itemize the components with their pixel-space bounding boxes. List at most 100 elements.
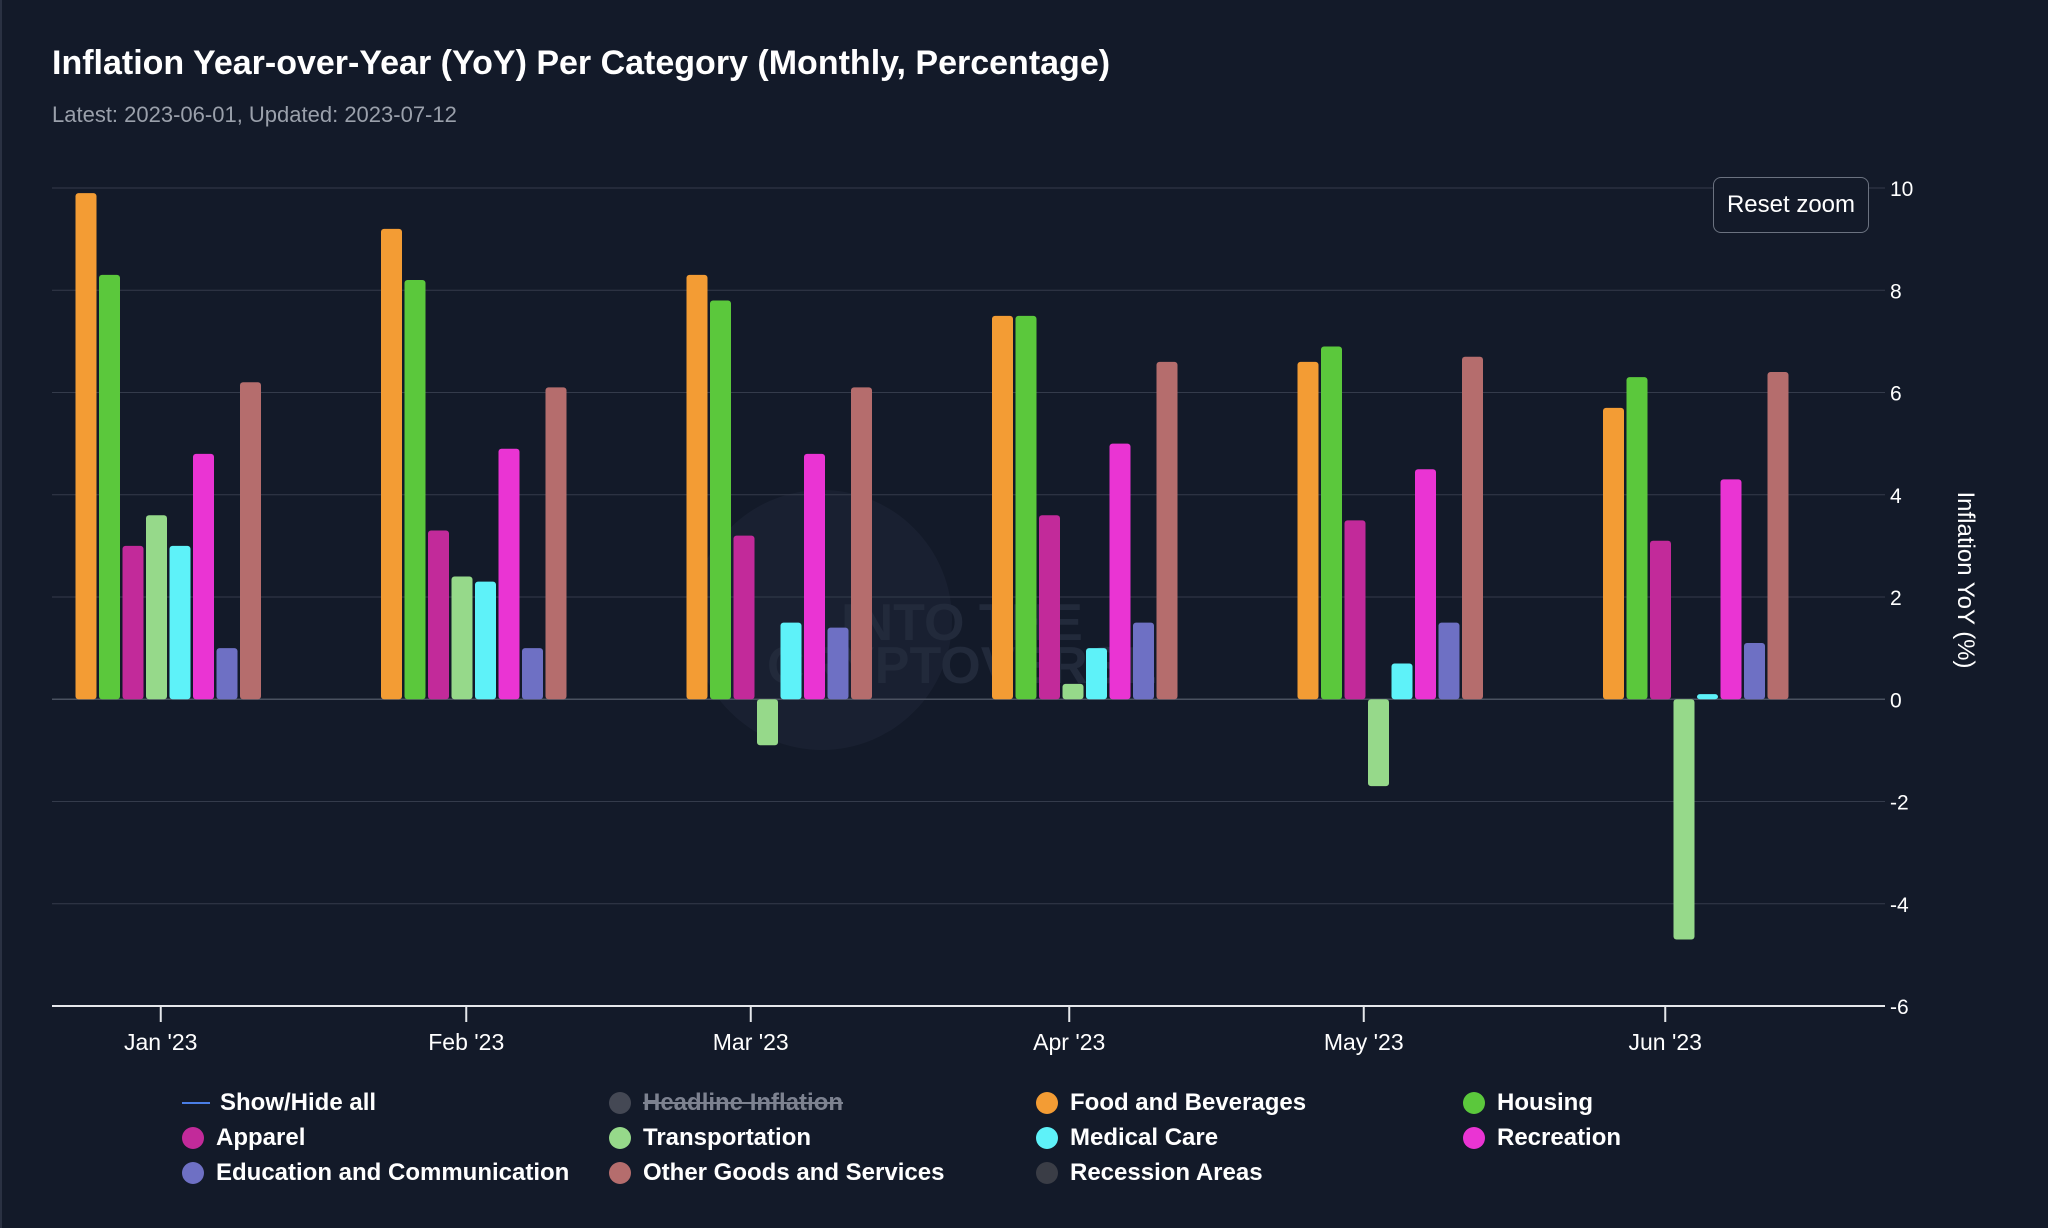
bar[interactable]: Education and Communication — Mar '23: 1…	[827, 627, 849, 700]
legend-dot-icon	[1463, 1127, 1485, 1149]
y-tick-label: -2	[1890, 792, 1909, 815]
legend-label: Education and Communication	[216, 1159, 570, 1186]
x-tick-label: Feb '23	[428, 1029, 504, 1055]
legend-label: Apparel	[216, 1124, 306, 1151]
bar[interactable]: Recreation — Jan '23: 4.8	[193, 453, 214, 700]
y-tick-label: -6	[1890, 996, 1909, 1019]
bar[interactable]: Other Goods and Services — Jan '23: 6.2	[240, 382, 261, 700]
bar[interactable]: Transportation — May '23: -1.7	[1368, 699, 1389, 787]
bar[interactable]: Education and Communication — Jan '23: 1	[216, 648, 238, 700]
bar[interactable]: Food and Beverages — Feb '23: 9.2	[381, 228, 402, 700]
bar[interactable]: Transportation — Feb '23: 2.4	[451, 576, 473, 700]
bar[interactable]: Recreation — May '23: 4.5	[1415, 469, 1436, 700]
legend-item[interactable]: Housing	[1463, 1086, 1593, 1120]
legend-dot-icon	[609, 1127, 631, 1149]
legend-item[interactable]: Headline Inflation	[609, 1086, 843, 1120]
bar[interactable]: Housing — Jan '23: 8.3	[99, 274, 120, 700]
bar[interactable]: Food and Beverages — Mar '23: 8.3	[686, 274, 708, 700]
bar[interactable]: Recreation — Mar '23: 4.8	[804, 453, 825, 700]
legend-item[interactable]: Apparel	[182, 1121, 305, 1155]
x-tick-label: May '23	[1324, 1029, 1404, 1055]
chart-legend: Show/Hide all Headline Inflation Food and …	[2, 1080, 2048, 1220]
bar[interactable]: Apparel — Jan '23: 3	[122, 545, 144, 700]
bar[interactable]: Housing — Jun '23: 6.3	[1626, 377, 1648, 700]
bar[interactable]: Medical Care — Jun '23: 0.1	[1697, 694, 1718, 700]
bar[interactable]: Other Goods and Services — May '23: 6.7	[1462, 356, 1483, 700]
bar[interactable]: Apparel — May '23: 3.5	[1344, 520, 1366, 700]
bar[interactable]: Education and Communication — May '23: 1…	[1438, 622, 1460, 700]
y-tick-label: 10	[1890, 178, 1913, 201]
bar[interactable]: Other Goods and Services — Mar '23: 6.1	[851, 387, 872, 700]
bar[interactable]: Transportation — Mar '23: -0.9	[757, 699, 778, 746]
legend-item[interactable]: Recession Areas	[1036, 1156, 1263, 1190]
legend-label: Headline Inflation	[643, 1089, 844, 1116]
legend-item[interactable]: Transportation	[609, 1121, 811, 1155]
x-tick-label: Apr '23	[1033, 1029, 1105, 1055]
bar[interactable]: Housing — May '23: 6.9	[1321, 346, 1342, 700]
y-tick-label: 2	[1890, 587, 1902, 610]
legend-label: Food and Beverages	[1070, 1089, 1307, 1116]
chart-subtitle: Latest: 2023-06-01, Updated: 2023-07-12	[52, 102, 457, 127]
legend-dot-icon	[182, 1162, 204, 1184]
legend-dot-icon	[1036, 1092, 1058, 1114]
bar[interactable]: Housing — Apr '23: 7.5	[1015, 315, 1037, 700]
bar[interactable]: Medical Care — May '23: 0.7	[1391, 663, 1413, 700]
bar[interactable]: Other Goods and Services — Feb '23: 6.1	[545, 387, 567, 700]
legend-item[interactable]: Education and Communication	[182, 1156, 569, 1190]
bar[interactable]: Medical Care — Jan '23: 3	[169, 545, 191, 700]
legend-label: Transportation	[643, 1124, 812, 1151]
y-tick-label: 8	[1890, 280, 1902, 303]
bar[interactable]: Transportation — Jan '23: 3.6	[146, 515, 167, 700]
legend-dot-icon	[182, 1127, 204, 1149]
x-tick-label: Mar '23	[713, 1029, 789, 1055]
bar[interactable]: Other Goods and Services — Jun '23: 6.4	[1767, 372, 1789, 700]
chart-title: Inflation Year-over-Year (YoY) Per Categ…	[52, 44, 1111, 82]
x-tick-label: Jan '23	[124, 1029, 197, 1055]
legend-label: Show/Hide all	[220, 1089, 377, 1116]
bar[interactable]: Recreation — Feb '23: 4.9	[498, 448, 520, 700]
x-tick-label: Jun '23	[1629, 1029, 1702, 1055]
bar[interactable]: Medical Care — Apr '23: 1	[1086, 648, 1107, 700]
bar[interactable]: Housing — Mar '23: 7.8	[710, 300, 731, 700]
bar[interactable]: Food and Beverages — Jun '23: 5.7	[1603, 407, 1624, 700]
y-tick-label: -4	[1890, 894, 1909, 917]
bar[interactable]: Recreation — Jun '23: 4.3	[1720, 479, 1742, 700]
legend-item[interactable]: Medical Care	[1036, 1121, 1218, 1155]
legend-item[interactable]: Food and Beverages	[1036, 1086, 1306, 1120]
bar[interactable]: Recreation — Apr '23: 5	[1109, 443, 1131, 700]
bar[interactable]: Apparel — Feb '23: 3.3	[428, 530, 449, 700]
bar[interactable]: Food and Beverages — Apr '23: 7.5	[992, 315, 1013, 700]
y-tick-label: 0	[1890, 689, 1902, 712]
bar[interactable]: Apparel — Mar '23: 3.2	[733, 535, 755, 700]
legend-item[interactable]: Show/Hide all	[182, 1086, 376, 1120]
bar[interactable]: Other Goods and Services — Apr '23: 6.6	[1156, 361, 1178, 700]
bar[interactable]: Transportation — Apr '23: 0.3	[1062, 683, 1084, 700]
bar[interactable]: Transportation — Jun '23: -4.7	[1673, 699, 1695, 940]
chart-plot[interactable]: INTO THECRYPTOVERSE1086420-2-4-6Inflatio…	[2, 0, 2048, 1080]
reset-zoom-button[interactable]: Reset zoom	[1713, 177, 1869, 233]
bar[interactable]: Food and Beverages — May '23: 6.6	[1297, 361, 1319, 700]
legend-label: Housing	[1497, 1089, 1593, 1116]
legend-dot-icon	[609, 1092, 631, 1114]
bar[interactable]: Education and Communication — Feb '23: 1	[522, 648, 543, 700]
bar[interactable]: Food and Beverages — Jan '23: 9.9	[75, 193, 97, 700]
bar[interactable]: Medical Care — Mar '23: 1.5	[780, 622, 802, 700]
bar[interactable]: Education and Communication — Apr '23: 1…	[1133, 622, 1154, 700]
bar[interactable]: Housing — Feb '23: 8.2	[404, 280, 426, 700]
y-axis-title: Inflation YoY (%)	[1952, 491, 1979, 668]
legend-dot-icon	[609, 1162, 631, 1184]
legend-dot-icon	[1463, 1092, 1485, 1114]
bar[interactable]: Apparel — Jun '23: 3.1	[1650, 540, 1671, 700]
bar[interactable]: Education and Communication — Jun '23: 1…	[1744, 643, 1765, 700]
legend-label: Medical Care	[1070, 1124, 1219, 1151]
legend-item[interactable]: Other Goods and Services	[609, 1156, 944, 1190]
y-tick-label: 6	[1890, 383, 1902, 406]
bar[interactable]: Apparel — Apr '23: 3.6	[1039, 515, 1060, 700]
legend-item[interactable]: Recreation	[1463, 1121, 1621, 1155]
bar[interactable]: Medical Care — Feb '23: 2.3	[475, 581, 496, 700]
legend-line-icon	[182, 1102, 210, 1104]
legend-label: Recession Areas	[1070, 1159, 1263, 1186]
legend-label: Recreation	[1497, 1124, 1622, 1151]
legend-label: Other Goods and Services	[643, 1159, 945, 1186]
